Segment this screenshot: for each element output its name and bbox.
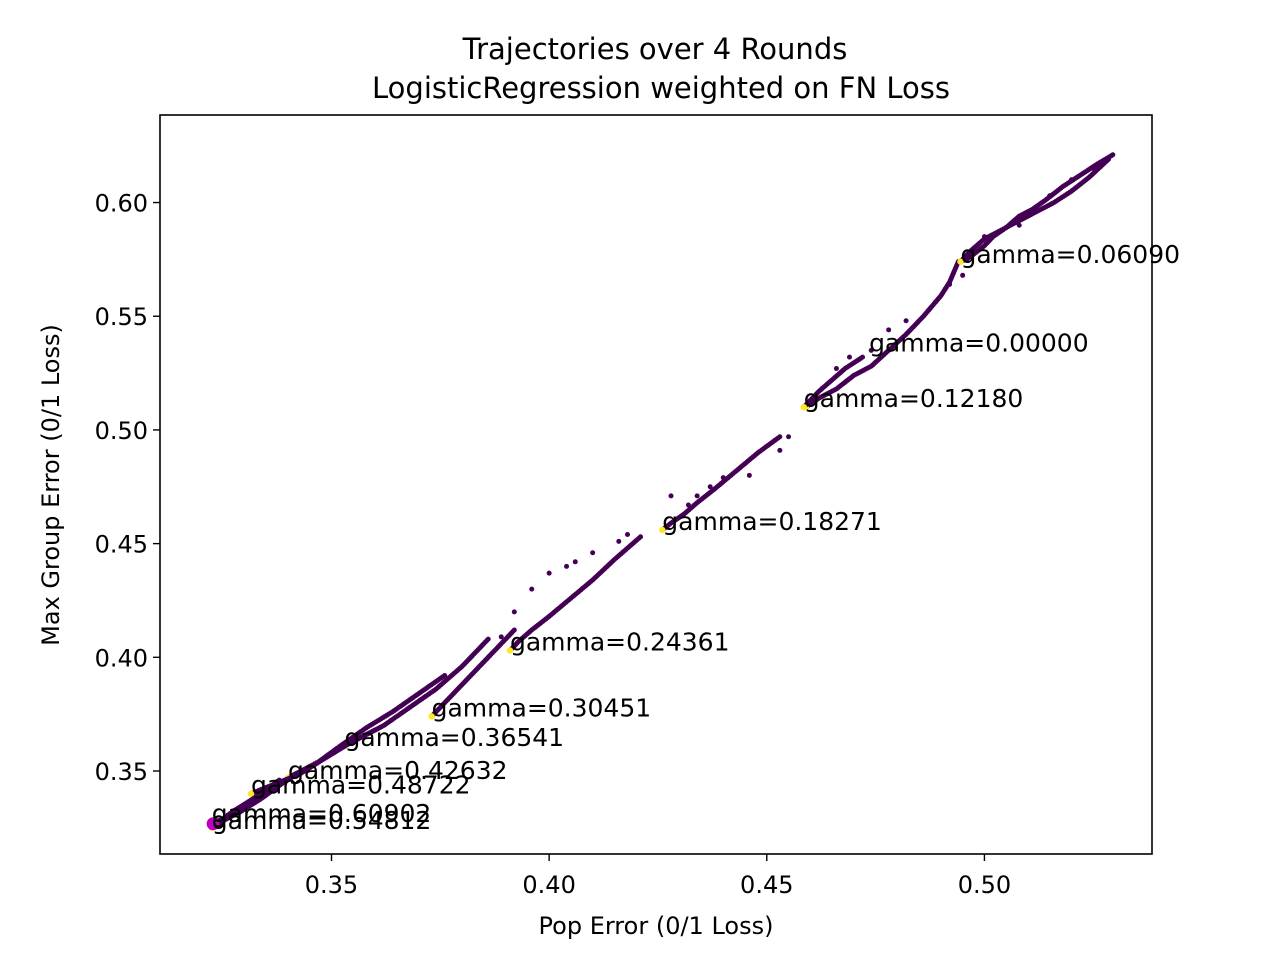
gamma-label: gamma=0.48722	[251, 771, 471, 800]
chart-title-line2: LogisticRegression weighted on FN Loss	[372, 71, 950, 105]
y-tick-label: 0.40	[95, 644, 148, 672]
scatter-point	[786, 434, 792, 440]
scatter-point	[746, 472, 752, 478]
plot-frame	[159, 114, 1153, 855]
trajectory-5	[428, 627, 517, 720]
scatter-point	[947, 281, 953, 287]
gamma-label: gamma=0.54812	[212, 806, 432, 835]
trajectory-1	[957, 156, 1111, 265]
scatter-point	[694, 493, 700, 499]
x-axis-label: Pop Error (0/1 Loss)	[539, 912, 774, 940]
y-tick-label: 0.60	[95, 190, 148, 218]
scatter-point	[564, 563, 570, 569]
scatter-point	[668, 493, 674, 499]
trajectory-endpoint	[659, 526, 666, 534]
scatter-point	[546, 570, 552, 576]
scatter-point	[886, 327, 892, 333]
scatter-point	[685, 502, 691, 508]
scatter-point	[846, 354, 852, 360]
trajectory-endpoint	[800, 403, 807, 411]
scatter-point	[833, 366, 839, 372]
x-tick-label: 0.45	[740, 871, 793, 899]
trajectory-4	[506, 534, 644, 654]
trajectory-2	[800, 354, 866, 411]
scatter-point	[960, 272, 966, 278]
trajectory-endpoint	[428, 713, 435, 720]
gamma-label: gamma=0.18271	[662, 507, 882, 536]
scatter-point	[616, 538, 622, 544]
trajectory-endpoint	[247, 790, 255, 797]
gamma-label: gamma=0.12180	[804, 384, 1024, 413]
trajectory-3	[659, 434, 783, 534]
gamma-label: gamma=0.24361	[510, 627, 730, 656]
x-tick-label: 0.35	[305, 871, 358, 899]
scatter-point	[624, 532, 630, 538]
gamma-label: gamma=0.60902	[212, 799, 432, 828]
scatter-point	[498, 634, 504, 640]
y-tick-label: 0.55	[95, 303, 148, 331]
trajectory-endpoint	[957, 258, 964, 265]
gamma-label: gamma=0.36541	[345, 723, 565, 752]
scatter-point	[572, 559, 578, 565]
plot-marks	[206, 152, 1116, 832]
scatter-point	[1090, 165, 1096, 171]
scatter-point	[1016, 222, 1022, 228]
scatter-point	[511, 609, 517, 615]
y-axis-ticks: 0.35 0.40 0.45 0.50 0.55 0.60	[95, 190, 160, 786]
gamma-label: gamma=0.42632	[288, 756, 508, 785]
scatter-point	[777, 447, 783, 453]
x-axis-ticks: 0.35 0.40 0.45 0.50	[305, 854, 1011, 899]
scatter-point	[590, 550, 596, 556]
scatter-point	[868, 347, 874, 353]
trajectory-endpoint	[506, 647, 514, 654]
scatter-point	[1047, 193, 1053, 199]
y-tick-label: 0.50	[95, 417, 148, 445]
scatter-point	[903, 318, 909, 324]
gamma-label: gamma=0.06090	[960, 240, 1180, 269]
scatter-point	[707, 484, 713, 490]
y-axis-label: Max Group Error (0/1 Loss)	[37, 324, 65, 646]
x-tick-label: 0.40	[522, 871, 575, 899]
scatter-point	[529, 586, 535, 592]
scatter-point	[720, 475, 726, 481]
gamma-label: gamma=0.30451	[432, 693, 652, 722]
y-tick-label: 0.45	[95, 531, 148, 559]
chart-title-line1: Trajectories over 4 Rounds	[462, 32, 848, 66]
annotation-labels: gamma=0.06090 gamma=0.00000 gamma=0.12180 g…	[212, 240, 1180, 835]
scatter-point	[981, 234, 987, 240]
scatter-point	[1068, 177, 1074, 183]
gamma-label: gamma=0.00000	[869, 328, 1089, 357]
y-tick-label: 0.35	[95, 758, 148, 786]
start-point	[206, 817, 220, 831]
x-tick-label: 0.50	[958, 871, 1011, 899]
